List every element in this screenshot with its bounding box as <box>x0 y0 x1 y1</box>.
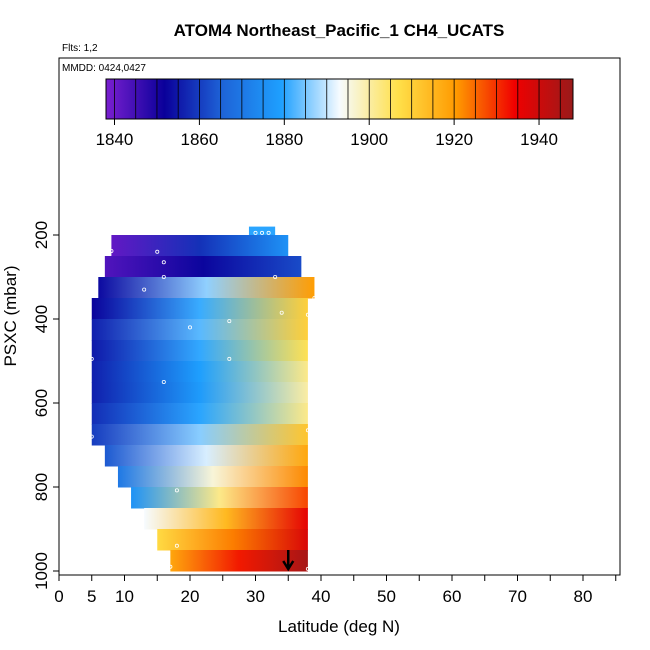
sample-point <box>260 230 265 235</box>
heatmap-row <box>170 550 308 572</box>
x-tick-label: 80 <box>574 587 593 606</box>
colorbar-tick-label: 1940 <box>520 130 558 149</box>
sample-point <box>187 325 192 330</box>
sample-point <box>161 274 166 279</box>
colorbar-tick-label: 1880 <box>265 130 303 149</box>
y-tick-label: 1000 <box>32 552 51 590</box>
x-axis-label: Latitude (deg N) <box>278 617 400 636</box>
colorbar-tick-label: 1840 <box>96 130 134 149</box>
flights-label: Flts: 1,2 <box>62 43 98 54</box>
x-tick-label: 20 <box>181 587 200 606</box>
heatmap-row <box>91 361 308 383</box>
sample-point <box>266 230 271 235</box>
x-tick-label: 60 <box>443 587 462 606</box>
heatmap-row <box>98 277 315 299</box>
sample-point <box>253 230 258 235</box>
colorbar-gradient <box>105 78 574 120</box>
colorbar: 1840 1860 1880 1900 1920 1940 <box>96 78 574 149</box>
sample-point <box>89 434 94 439</box>
y-tick-label: 600 <box>32 389 51 417</box>
plot-frame <box>58 57 621 576</box>
colorbar-tick-label: 1860 <box>180 130 218 149</box>
x-axis: 0 5 10 20 30 40 50 60 70 80 <box>54 575 617 606</box>
heatmap-row <box>104 445 308 467</box>
y-axis: 200 400 600 800 1000 <box>32 221 59 590</box>
heatmap-row <box>91 403 308 425</box>
heatmap-row <box>91 319 308 341</box>
chart-title: ATOM4 Northeast_Pacific_1 CH4_UCATS <box>174 21 505 40</box>
colorbar-tick-label: 1920 <box>435 130 473 149</box>
y-tick-label: 400 <box>32 305 51 333</box>
x-tick-label: 5 <box>87 587 96 606</box>
sample-point <box>227 319 232 324</box>
x-tick-label: 50 <box>377 587 396 606</box>
x-tick-label: 70 <box>508 587 527 606</box>
sample-point <box>109 248 114 253</box>
sample-point <box>279 310 284 315</box>
x-tick-label: 10 <box>115 587 134 606</box>
sample-point <box>174 543 179 548</box>
heatmap-row <box>144 508 308 530</box>
y-tick-label: 200 <box>32 221 51 249</box>
sample-point <box>273 274 278 279</box>
x-tick-label: 40 <box>312 587 331 606</box>
marker-arrow <box>282 550 295 572</box>
sample-point <box>142 287 147 292</box>
heatmap-row <box>104 256 302 278</box>
dates-label: MMDD: 0424,0427 <box>62 63 146 74</box>
colorbar-ticks: 1840 1860 1880 1900 1920 1940 <box>96 79 561 149</box>
heatmap-row <box>157 529 308 551</box>
sample-point <box>312 295 317 300</box>
arrow-head <box>282 560 295 572</box>
sample-point <box>305 428 310 433</box>
sample-point <box>174 488 179 493</box>
sample-point <box>305 566 310 571</box>
y-tick-label: 800 <box>32 473 51 501</box>
sample-point <box>155 249 160 254</box>
sample-point <box>305 312 310 317</box>
heatmap <box>91 226 315 572</box>
heatmap-row <box>91 298 308 320</box>
sample-point <box>89 356 94 361</box>
colorbar-tick-label: 1900 <box>350 130 388 149</box>
heatmap-row <box>117 466 308 488</box>
sample-point <box>161 379 166 384</box>
sample-points <box>89 230 317 571</box>
sample-point <box>227 356 232 361</box>
sample-point <box>168 564 173 569</box>
heatmap-row <box>91 424 308 446</box>
x-tick-label: 30 <box>246 587 265 606</box>
heatmap-row <box>131 487 308 509</box>
y-axis-label: PSXC (mbar) <box>1 265 20 366</box>
heatmap-row <box>91 340 308 362</box>
sample-point <box>161 260 166 265</box>
heatmap-row <box>91 382 308 404</box>
x-tick-label: 0 <box>54 587 63 606</box>
heatmap-row <box>111 235 289 257</box>
